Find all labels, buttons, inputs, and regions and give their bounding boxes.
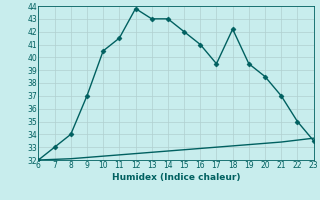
X-axis label: Humidex (Indice chaleur): Humidex (Indice chaleur) — [112, 173, 240, 182]
